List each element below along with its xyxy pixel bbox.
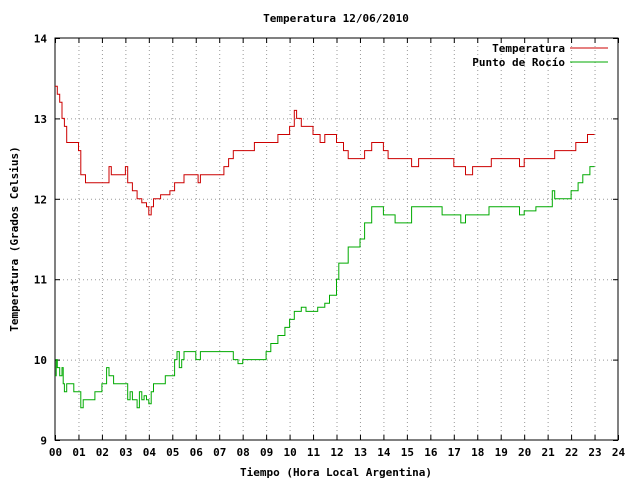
x-tick-label: 04 (143, 446, 157, 459)
x-tick-label: 24 (612, 446, 626, 459)
series-lines (55, 85, 595, 409)
x-tick-labels: 00 01 02 03 04 05 06 07 08 09 10 11 12 13 14 15 16 17 18 19… (49, 446, 626, 459)
x-tick-label: 15 (401, 446, 414, 459)
legend-label-temperatura: Temperatura (492, 42, 565, 55)
x-tick-label: 07 (213, 446, 226, 459)
y-tick-label: 12 (34, 193, 47, 206)
axis-ticks (55, 38, 619, 441)
x-tick-label: 14 (377, 446, 391, 459)
chart-title: Temperatura 12/06/2010 (263, 12, 409, 25)
y-tick-label: 10 (34, 354, 47, 367)
x-tick-label: 12 (330, 446, 343, 459)
y-tick-label: 11 (34, 274, 48, 287)
x-tick-label: 17 (448, 446, 461, 459)
x-tick-label: 05 (166, 446, 179, 459)
x-tick-label: 23 (588, 446, 601, 459)
series-line-punto-de-rocio (55, 166, 595, 409)
y-axis-label: Temperatura (Grados Celsius) (8, 146, 21, 331)
x-tick-label: 08 (237, 446, 250, 459)
x-tick-label: 22 (565, 446, 578, 459)
x-tick-label: 16 (424, 446, 438, 459)
x-axis-label: Tiempo (Hora Local Argentina) (240, 466, 432, 479)
x-tick-label: 09 (260, 446, 273, 459)
grid (55, 38, 618, 440)
x-tick-label: 19 (495, 446, 508, 459)
x-tick-label: 20 (518, 446, 531, 459)
x-tick-label: 00 (49, 446, 62, 459)
y-tick-label: 9 (40, 435, 47, 448)
legend: Temperatura Punto de Rocío (472, 42, 608, 69)
x-tick-label: 06 (190, 446, 204, 459)
series-line-temperatura (55, 85, 595, 216)
x-tick-label: 21 (542, 446, 556, 459)
y-tick-labels: 9 10 11 12 13 14 (34, 33, 48, 448)
x-tick-label: 02 (96, 446, 109, 459)
y-tick-label: 14 (34, 33, 48, 46)
x-tick-label: 10 (283, 446, 296, 459)
y-tick-label: 13 (34, 113, 47, 126)
x-tick-label: 18 (471, 446, 484, 459)
x-tick-label: 03 (119, 446, 132, 459)
x-tick-label: 11 (307, 446, 321, 459)
x-tick-label: 13 (354, 446, 367, 459)
legend-label-punto-de-rocio: Punto de Rocío (472, 56, 565, 69)
x-tick-label: 01 (72, 446, 86, 459)
